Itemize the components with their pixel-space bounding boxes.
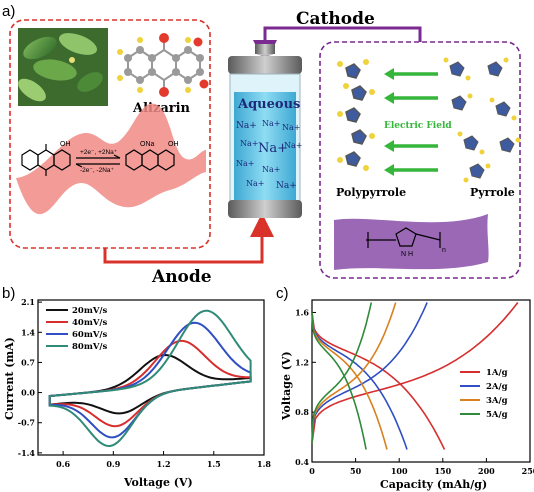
discharge-curve-5ag: [311, 312, 367, 450]
x-tick-label: 1.5: [207, 459, 221, 469]
panel-a: a) Cathode Anode: [2, 3, 521, 287]
legend-label: 5A/g: [486, 410, 508, 420]
legend-label: 1A/g: [486, 368, 508, 378]
plant-photo: [18, 28, 108, 106]
polymer-sheet: [334, 214, 489, 270]
x-tick-label: 1.8: [257, 459, 271, 469]
panel-c-ylabel: Voltage (V): [280, 351, 293, 421]
na-ion-large: Na+: [258, 141, 288, 156]
x-tick-label: 150: [434, 466, 451, 476]
discharge-curve-1ag: [311, 312, 446, 450]
discharge-curve-3ag: [311, 312, 388, 450]
panel-b-x-ticks: 0.6 0.9 1.2 1.5 1.8: [56, 451, 271, 469]
y-tick-label: 1.2: [295, 357, 309, 367]
charge-curve-1ag: [311, 302, 519, 444]
cathode-connector: [253, 26, 422, 64]
legend-label: 3A/g: [486, 396, 508, 406]
x-tick-label: 100: [391, 466, 408, 476]
ona-label-right: ONa: [140, 141, 155, 148]
na-ion: Na+: [276, 181, 297, 191]
panel-c-xlabel: Capacity (mAh/g): [380, 478, 487, 491]
panel-b: b) 2.11.40.70.0-0.7-1.4 0.6 0.9 1.2 1.5 1.8 …: [2, 285, 271, 489]
panel-c-legend: 1A/g 2A/g 3A/g 5A/g: [460, 368, 508, 420]
electrolyte-jar: [228, 44, 302, 218]
polypyrrole-label: Polypyrrole: [336, 186, 406, 199]
charge-curve-3ag: [311, 302, 397, 444]
legend-label: 40mV/s: [72, 318, 108, 328]
alizarin-molecule: [117, 33, 209, 97]
legend-label: 20mV/s: [72, 306, 108, 316]
discharge-curve-2ag: [311, 312, 408, 450]
na-ion: Na+: [284, 141, 302, 150]
electric-field-label: Electric Field: [384, 121, 452, 131]
oh-label-right: OH: [168, 141, 179, 148]
cv-curve-80mvs: [48, 309, 252, 448]
pyrrole-monomers: [443, 57, 521, 183]
x-tick-label: 1.2: [157, 459, 171, 469]
charge-curve-5ag: [311, 302, 373, 444]
na-ion: Na+: [236, 159, 254, 168]
y-tick-label: 0.8: [295, 407, 309, 417]
x-tick-label: 0.9: [106, 459, 120, 469]
charge-curve-2ag: [311, 302, 428, 444]
panel-c-curves: [311, 302, 519, 450]
panel-b-y-ticks: 2.1 1.4 0.7 0.0 -0.7 -1.4: [18, 297, 42, 458]
na-ion: Na+: [236, 121, 257, 131]
y-tick-label: -1.4: [18, 448, 36, 458]
panel-c-x-ticks: 0 50 100 150 200 250: [309, 458, 534, 476]
na-ion: Na+: [262, 165, 280, 174]
polymer-n-label: n: [442, 247, 446, 254]
reaction-forward-label: +2e⁻, +2Na⁺: [80, 149, 118, 156]
panel-c-plot-frame: [311, 299, 531, 463]
y-tick-label: 1.6: [295, 307, 309, 317]
polymer-nh-label: N H: [401, 251, 413, 258]
oh-label-left: OH: [60, 141, 71, 148]
y-tick-label: 0.7: [21, 357, 35, 367]
na-ion: Na+: [282, 123, 300, 132]
electric-field-arrows: [384, 68, 438, 176]
na-ion: Na+: [246, 179, 264, 188]
legend-label: 2A/g: [486, 382, 508, 392]
y-tick-label: 1.4: [21, 327, 35, 337]
x-tick-label: 50: [350, 466, 362, 476]
panel-b-xlabel: Voltage (V): [123, 476, 193, 489]
cathode-box: [319, 41, 521, 279]
legend-label: 80mV/s: [72, 342, 108, 352]
jar-ions: Na+ Na+ Na+ Na+ Na+ Na+ Na+ Na+ Na+ Na+: [236, 119, 302, 191]
cv-shape-blob: [16, 103, 206, 215]
y-tick-label: 2.1: [21, 297, 35, 307]
panel-c: c) 1.6 1.2 0.8 0.4 0 50 100 150 200 250 1A/g 2A/g…: [276, 285, 534, 491]
y-tick-label: -0.7: [18, 418, 35, 428]
jar-title: Aqueous: [237, 97, 300, 112]
y-tick-label: 0.0: [21, 388, 35, 398]
legend-label: 60mV/s: [72, 330, 108, 340]
y-tick-label: 0.4: [295, 457, 309, 467]
x-tick-label: 0: [309, 466, 315, 476]
polymer-structure: [366, 227, 441, 248]
panel-a-label: a): [2, 3, 15, 20]
panel-b-legend: 20mV/s 40mV/s 60mV/s 80mV/s: [46, 306, 108, 352]
na-ion: Na+: [240, 139, 258, 148]
anode-connector: [103, 213, 274, 264]
x-tick-label: 0.6: [56, 459, 70, 469]
panel-b-plot-frame: [37, 299, 265, 456]
reaction-backward-label: -2e⁻, -2Na⁺: [80, 167, 115, 174]
panel-b-label: b): [2, 285, 15, 302]
panel-b-ylabel: Current (mA): [3, 337, 16, 420]
polypyrrole-chain: [337, 59, 375, 171]
pyrrole-label: Pyrrole: [470, 186, 515, 199]
panel-b-curves: [48, 309, 252, 448]
cathode-title: Cathode: [296, 9, 375, 29]
reaction-scheme: [21, 144, 175, 176]
anode-title: Anode: [151, 267, 212, 287]
na-ion: Na+: [262, 119, 280, 128]
x-tick-label: 200: [478, 466, 495, 476]
x-tick-label: 250: [522, 466, 534, 476]
panel-c-label: c): [276, 285, 289, 302]
